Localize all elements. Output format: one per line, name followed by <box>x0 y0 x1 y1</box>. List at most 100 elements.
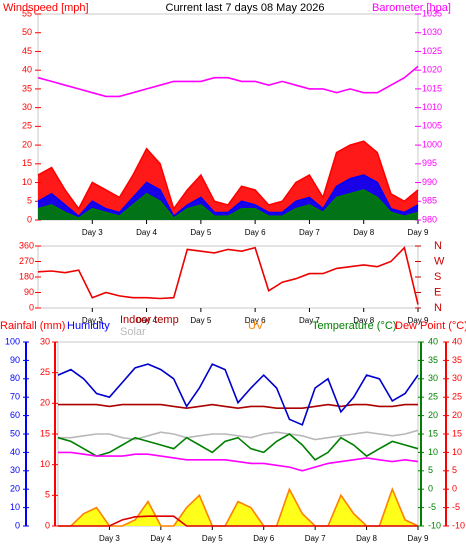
x-tick-label: Day 9 <box>408 316 429 325</box>
y-tick-label: 1015 <box>422 83 442 93</box>
axis-label: Barometer [hpa] <box>372 2 451 14</box>
x-tick-label: Day 8 <box>353 316 374 325</box>
series-line <box>37 189 419 220</box>
axis-label: Rainfall (mm) <box>0 320 65 332</box>
axis-label: Windspeed [mph] <box>3 2 89 14</box>
x-tick-label: Day 5 <box>202 534 223 543</box>
y-tick-label: 980 <box>422 214 437 224</box>
x-tick-label: Day 7 <box>299 228 320 237</box>
x-tick-label: Day 4 <box>150 534 171 543</box>
y-tick-label: 70 <box>10 392 20 402</box>
y-tick-label: -5 <box>428 502 436 512</box>
series-line <box>37 246 419 305</box>
series-line <box>58 429 419 441</box>
y-tick-label: 20 <box>22 139 32 149</box>
y-tick-label: W <box>434 255 445 267</box>
y-tick-label: 10 <box>22 177 32 187</box>
x-tick-label: Day 9 <box>408 534 429 543</box>
series-line <box>37 140 419 211</box>
x-tick-label: Day 7 <box>299 316 320 325</box>
y-tick-label: 40 <box>10 447 20 457</box>
y-tick-label: 40 <box>452 336 462 346</box>
y-tick-label: 80 <box>10 373 20 383</box>
y-tick-label: 15 <box>428 428 438 438</box>
y-tick-label: 35 <box>452 355 462 365</box>
y-tick-label: 0 <box>45 520 50 530</box>
y-tick-label: 55 <box>22 8 32 18</box>
axis-label: Temperature (°C) <box>312 320 396 332</box>
x-tick-label: Day 5 <box>190 228 211 237</box>
series-line <box>57 363 419 426</box>
y-tick-label: 30 <box>452 373 462 383</box>
y-tick-label: -5 <box>452 502 460 512</box>
y-tick-label: 5 <box>452 465 457 475</box>
series-line <box>58 451 419 472</box>
y-tick-label: -10 <box>452 520 465 530</box>
y-tick-label: 20 <box>428 410 438 420</box>
y-tick-label: 90 <box>10 355 20 365</box>
y-tick-label: 1020 <box>422 65 442 75</box>
y-tick-label: 25 <box>22 121 32 131</box>
y-tick-label: 1025 <box>422 46 442 56</box>
y-tick-label: 5 <box>428 465 433 475</box>
series-line <box>37 174 419 218</box>
y-tick-label: 25 <box>40 367 50 377</box>
series-line <box>58 403 418 410</box>
y-tick-label: 5 <box>27 196 32 206</box>
y-tick-label: 1035 <box>422 8 442 18</box>
y-tick-label: 0 <box>452 484 457 494</box>
y-tick-label: 990 <box>422 177 437 187</box>
y-tick-label: 1030 <box>422 27 442 37</box>
y-tick-label: 10 <box>40 459 50 469</box>
x-tick-label: Day 5 <box>190 316 211 325</box>
x-tick-label: Day 8 <box>356 534 377 543</box>
y-tick-label: 20 <box>40 398 50 408</box>
chart-title: Current last 7 days 08 May 2026 <box>166 2 325 14</box>
y-tick-label: 50 <box>22 27 32 37</box>
y-tick-label: 25 <box>452 392 462 402</box>
x-tick-label: Day 4 <box>136 316 157 325</box>
y-tick-label: 0 <box>428 484 433 494</box>
y-tick-label: 40 <box>22 65 32 75</box>
y-tick-label: 360 <box>19 240 34 250</box>
series-line <box>58 515 418 527</box>
axis-label: Dew Point (°C) <box>395 320 466 332</box>
y-tick-label: 10 <box>10 502 20 512</box>
y-tick-label: 60 <box>10 410 20 420</box>
y-tick-label: E <box>434 286 441 298</box>
y-tick-label: 20 <box>452 410 462 420</box>
y-tick-label: 30 <box>10 465 20 475</box>
series-line <box>57 433 419 461</box>
y-tick-label: 5 <box>45 490 50 500</box>
legend-label: UV <box>248 320 264 332</box>
y-tick-label: 995 <box>422 158 437 168</box>
y-tick-label: 20 <box>10 484 20 494</box>
y-tick-label: 15 <box>22 158 32 168</box>
y-tick-label: 15 <box>452 428 462 438</box>
y-tick-label: 1010 <box>422 102 442 112</box>
y-tick-label: 180 <box>19 271 34 281</box>
x-tick-label: Day 6 <box>245 316 266 325</box>
y-tick-label: 0 <box>15 520 20 530</box>
x-tick-label: Day 3 <box>82 316 103 325</box>
x-tick-label: Day 6 <box>253 534 274 543</box>
y-tick-label: N <box>434 240 442 252</box>
x-tick-label: Day 9 <box>408 228 429 237</box>
y-tick-label: 45 <box>22 46 32 56</box>
legend-label: Solar <box>120 326 146 338</box>
y-tick-label: 30 <box>428 373 438 383</box>
legend-label: Indoor temp <box>120 314 179 326</box>
x-tick-label: Day 3 <box>82 228 103 237</box>
x-tick-label: Day 6 <box>245 228 266 237</box>
y-tick-label: S <box>434 271 441 283</box>
y-tick-label: -10 <box>428 520 441 530</box>
y-tick-label: 50 <box>10 428 20 438</box>
y-tick-label: 985 <box>422 196 437 206</box>
y-tick-label: 35 <box>428 355 438 365</box>
x-tick-label: Day 4 <box>136 228 157 237</box>
y-tick-label: 1000 <box>422 139 442 149</box>
y-tick-label: 30 <box>40 336 50 346</box>
y-tick-label: 270 <box>19 256 34 266</box>
y-tick-label: 35 <box>22 83 32 93</box>
y-tick-label: 0 <box>27 214 32 224</box>
